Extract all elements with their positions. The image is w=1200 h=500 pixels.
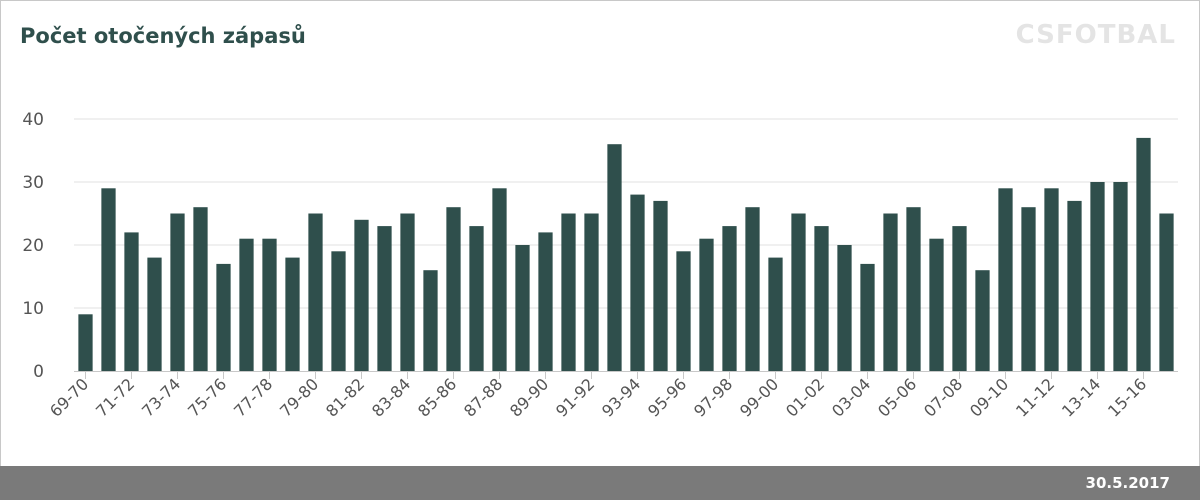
bar [515,245,530,371]
bar [584,213,599,371]
bar-layer [78,137,1174,371]
x-tick-label: 87-88 [460,374,506,420]
x-tick-label: 89-90 [506,374,552,420]
bar [745,207,760,371]
bar [929,238,944,371]
x-tick-label: 85-86 [414,374,460,420]
x-tick-label: 13-14 [1058,374,1104,420]
bar [952,226,967,371]
bar [170,213,185,371]
x-tick-label: 69-70 [46,374,92,420]
footer-bar: 30.5.2017 [0,466,1200,500]
x-tick-label: 99-00 [736,374,782,420]
bar [492,188,507,371]
bar [354,219,369,371]
bar [78,314,93,371]
bar [607,144,622,371]
bar [285,257,300,371]
bar [308,213,323,371]
x-tick-label: 09-10 [966,374,1012,420]
x-tick-label: 75-76 [184,374,230,420]
bar [124,232,139,371]
bar [768,257,783,371]
x-tick-label: 15-16 [1104,374,1150,420]
x-tick-label: 01-02 [782,374,828,420]
x-tick-label: 11-12 [1012,374,1058,420]
bar [193,207,208,371]
y-tick-label: 0 [33,362,44,382]
bar [699,238,714,371]
x-tick-label: 05-06 [874,374,920,420]
bar [791,213,806,371]
bar [860,263,875,371]
bar [216,263,231,371]
bar [377,226,392,371]
bar [883,213,898,371]
bar [101,188,116,371]
grid-layer [74,118,1178,309]
bar [676,251,691,371]
bar [975,270,990,371]
y-tick-label: 10 [22,299,44,319]
footer-date: 30.5.2017 [1085,474,1170,492]
x-tick-label: 97-98 [690,374,736,420]
x-tick-label: 07-08 [920,374,966,420]
bar [1021,207,1036,371]
x-tick-label: 03-04 [828,374,874,420]
bar [469,226,484,371]
brand-logo: CSFOTBAL [1015,20,1176,50]
x-tick-label: 83-84 [368,374,414,420]
y-tick-label: 40 [22,110,44,130]
bar [630,194,645,371]
bar [262,238,277,371]
x-tick-label: 95-96 [644,374,690,420]
bar [147,257,162,371]
chart-title: Počet otočených zápasů [20,24,306,48]
x-tick-label: 91-92 [552,374,598,420]
bar [538,232,553,371]
y-tick-label: 20 [22,236,44,256]
x-tick-label: 93-94 [598,374,644,420]
bar [331,251,346,371]
x-tick-label: 79-80 [276,374,322,420]
x-tick-label: 73-74 [138,374,184,420]
x-tick-label: 71-72 [92,374,138,420]
bar [423,270,438,371]
bar [239,238,254,371]
bar [561,213,576,371]
y-tick-label: 30 [22,173,44,193]
x-tick-label: 77-78 [230,374,276,420]
bar [1159,213,1174,371]
bar [814,226,829,371]
bar [1067,200,1082,371]
bar [1090,182,1105,371]
bar [998,188,1013,371]
bar [722,226,737,371]
bar [1113,182,1128,371]
bar [400,213,415,371]
bar [1136,137,1151,371]
bar [446,207,461,371]
bar [837,245,852,371]
x-tick-label: 81-82 [322,374,368,420]
bar [653,200,668,371]
bar [906,207,921,371]
bar [1044,188,1059,371]
